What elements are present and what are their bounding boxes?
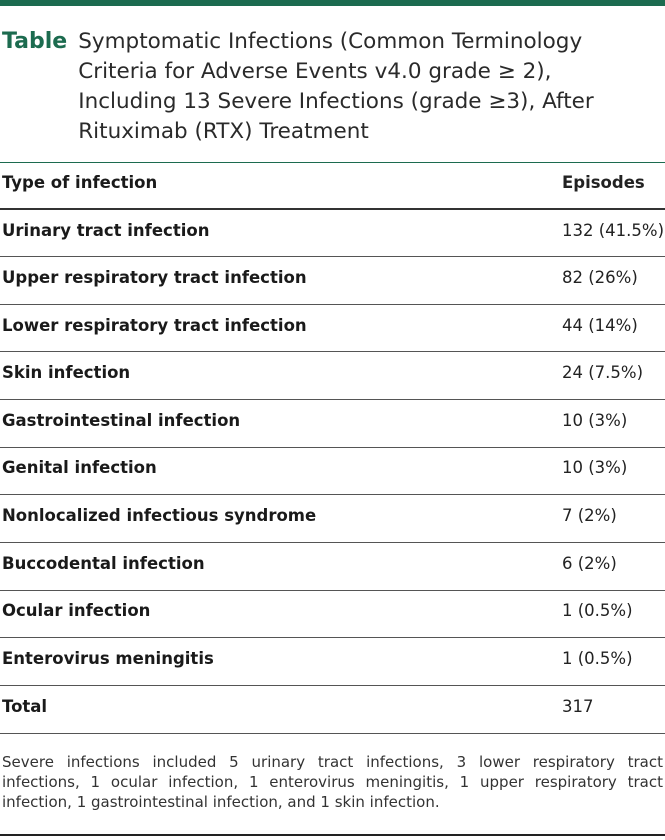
row-type: Nonlocalized infectious syndrome xyxy=(2,506,317,525)
row-divider xyxy=(0,447,665,448)
total-row-episodes: 317 xyxy=(562,697,594,716)
row-divider xyxy=(0,304,665,305)
row-type: Lower respiratory tract infection xyxy=(2,316,307,335)
row-divider xyxy=(0,351,665,352)
top-accent-rule xyxy=(0,0,665,6)
row-divider xyxy=(0,542,665,543)
row-divider xyxy=(0,590,665,591)
row-type: Upper respiratory tract infection xyxy=(2,268,307,287)
table-bottom-rule xyxy=(0,733,665,734)
row-type: Buccodental infection xyxy=(2,554,205,573)
row-divider xyxy=(0,399,665,400)
table-top-rule xyxy=(0,162,665,163)
row-episodes: 10 (3%) xyxy=(562,458,628,477)
total-row-type: Total xyxy=(2,697,48,716)
row-episodes: 82 (26%) xyxy=(562,268,638,287)
bottom-rule xyxy=(0,834,665,836)
header-episodes: Episodes xyxy=(562,173,645,192)
row-episodes: 1 (0.5%) xyxy=(562,601,633,620)
row-type: Gastrointestinal infection xyxy=(2,411,241,430)
row-divider xyxy=(0,494,665,495)
row-episodes: 10 (3%) xyxy=(562,411,628,430)
row-episodes: 44 (14%) xyxy=(562,316,638,335)
row-type: Skin infection xyxy=(2,363,131,382)
row-episodes: 24 (7.5%) xyxy=(562,363,644,382)
caption-label: Table xyxy=(2,29,68,54)
table-caption: Table Symptomatic Infections (Common Ter… xyxy=(0,27,665,147)
row-divider xyxy=(0,256,665,257)
row-type: Enterovirus meningitis xyxy=(2,649,214,668)
row-divider xyxy=(0,685,665,686)
header-rule xyxy=(0,208,665,210)
row-episodes: 6 (2%) xyxy=(562,554,617,573)
table-footnote: Severe infections included 5 urinary tra… xyxy=(2,753,663,811)
header-type-of-infection: Type of infection xyxy=(2,173,158,192)
row-type: Urinary tract infection xyxy=(2,221,210,240)
row-episodes: 1 (0.5%) xyxy=(562,649,633,668)
row-divider xyxy=(0,637,665,638)
row-episodes: 7 (2%) xyxy=(562,506,617,525)
row-type: Genital infection xyxy=(2,458,157,477)
row-episodes: 132 (41.5%) xyxy=(562,221,665,240)
row-type: Ocular infection xyxy=(2,601,151,620)
caption-title: Symptomatic Infections (Common Terminolo… xyxy=(78,29,594,144)
